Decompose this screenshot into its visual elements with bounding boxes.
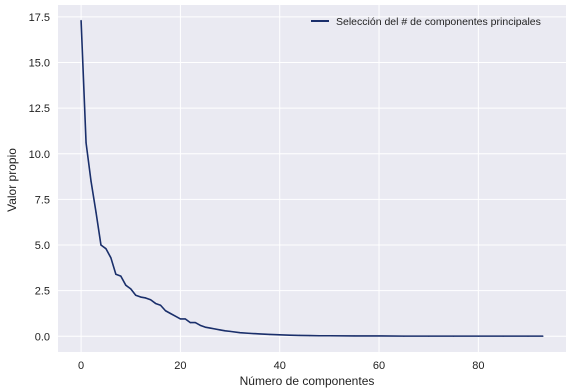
data-point	[527, 335, 529, 337]
y-tick-labels: 0.0 2.5 5.0 7.5 10.0 12.5 15.0 17.5	[29, 12, 50, 343]
y-tick-label: 0.0	[35, 331, 50, 343]
x-tick-label: 20	[174, 360, 186, 372]
data-point	[318, 335, 321, 337]
data-point	[229, 330, 231, 332]
data-point	[154, 302, 157, 305]
data-point	[90, 180, 92, 182]
plot-area	[58, 5, 566, 352]
data-point	[140, 296, 142, 298]
series-line	[80, 20, 543, 337]
data-point	[194, 322, 196, 324]
y-axis-label: Valor propio	[5, 148, 19, 212]
data-point	[85, 142, 87, 144]
data-point	[298, 334, 301, 336]
y-tick-label: 17.5	[29, 12, 50, 24]
y-tick-label: 10.0	[29, 149, 50, 161]
data-point	[199, 324, 201, 326]
data-point	[184, 318, 186, 320]
data-point	[100, 244, 102, 246]
data-point	[239, 332, 241, 334]
x-tick-label: 40	[274, 360, 286, 372]
legend: Selección del # de componentes principal…	[311, 16, 541, 28]
data-point	[174, 315, 177, 317]
x-tick-label: 60	[373, 360, 385, 372]
data-point	[224, 330, 226, 332]
data-point	[80, 19, 82, 22]
grid-lines	[58, 5, 566, 352]
data-point	[477, 335, 479, 337]
data-point	[542, 335, 544, 337]
data-point	[403, 335, 405, 337]
data-point	[105, 248, 107, 250]
series-points	[80, 19, 544, 337]
data-point	[328, 335, 330, 337]
data-point	[269, 333, 271, 336]
y-tick-label: 15.0	[29, 57, 50, 69]
x-tick-label: 80	[472, 360, 484, 372]
data-point	[179, 318, 182, 320]
data-point	[214, 328, 216, 330]
data-point	[135, 294, 137, 296]
data-point	[308, 334, 311, 337]
data-point	[120, 275, 122, 277]
y-tick-label: 7.5	[35, 194, 50, 206]
data-point	[169, 312, 172, 315]
data-point	[95, 211, 97, 213]
legend-label: Selección del # de componentes principal…	[336, 16, 541, 28]
data-point	[164, 310, 167, 312]
data-point	[249, 332, 251, 334]
data-point	[204, 326, 206, 328]
data-point	[189, 322, 191, 324]
data-point	[259, 333, 261, 335]
data-point	[110, 257, 112, 259]
data-point	[289, 334, 291, 336]
data-point	[452, 335, 455, 337]
data-point	[150, 299, 152, 301]
data-point	[159, 304, 162, 306]
data-point	[145, 297, 147, 299]
x-tick-labels: 0 20 40 60 80	[78, 360, 484, 372]
y-tick-label: 2.5	[35, 286, 50, 298]
data-point	[115, 273, 117, 275]
data-point	[502, 335, 504, 337]
x-axis-label: Número de componentes	[240, 374, 375, 388]
data-point	[125, 284, 127, 286]
data-point	[209, 327, 211, 329]
y-tick-label: 5.0	[35, 240, 50, 252]
data-point	[279, 334, 281, 336]
data-point	[130, 288, 132, 290]
data-point	[378, 335, 380, 337]
y-tick-label: 12.5	[29, 103, 50, 115]
data-point	[428, 335, 430, 337]
data-point	[353, 335, 355, 337]
x-tick-label: 0	[78, 360, 84, 372]
data-point	[219, 329, 221, 331]
